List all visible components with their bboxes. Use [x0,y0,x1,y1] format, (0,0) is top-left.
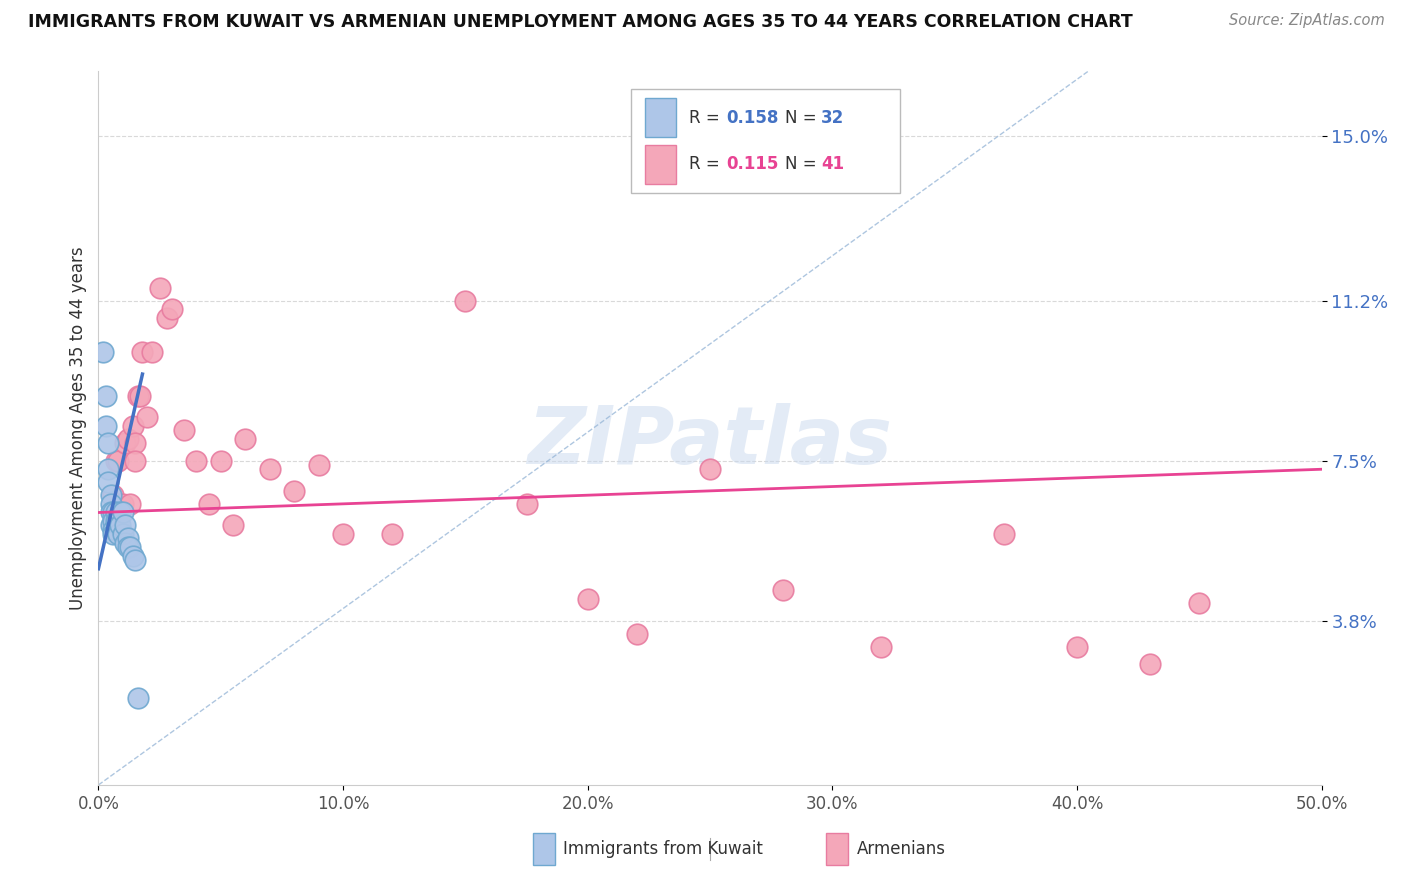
Point [160,302,183,317]
Point [121,419,143,434]
Point [186,453,208,467]
Text: N =: N = [785,155,821,173]
Point [117,540,139,554]
Point [124,436,146,450]
Point [129,389,152,403]
Text: ZIPatlas: ZIPatlas [527,403,893,482]
Point [233,432,256,446]
Point [308,458,330,472]
Point [101,514,124,528]
Point [576,592,599,607]
Point [111,497,134,511]
Point [332,527,354,541]
Point [100,497,122,511]
Point [259,462,281,476]
Point [222,518,245,533]
Point [94,419,117,434]
Point [107,518,129,533]
Text: Immigrants from Kuwait: Immigrants from Kuwait [564,840,763,858]
Point [1066,640,1088,654]
Point [107,453,129,467]
Point [101,506,124,520]
Point [101,488,124,502]
Point [127,691,149,706]
FancyBboxPatch shape [827,833,848,865]
Point [699,462,721,476]
Point [97,462,120,476]
Point [1188,596,1211,610]
Point [141,345,163,359]
Point [111,506,134,520]
Point [120,540,142,554]
Point [283,483,305,498]
Text: 0.158: 0.158 [725,109,779,127]
Point [107,509,129,524]
Point [101,523,124,537]
FancyBboxPatch shape [645,145,676,184]
FancyBboxPatch shape [630,89,900,193]
Point [156,310,179,325]
Text: R =: R = [689,155,725,173]
Point [381,527,404,541]
Point [110,518,132,533]
Point [100,518,122,533]
Point [772,583,794,598]
Text: 32: 32 [821,109,845,127]
FancyBboxPatch shape [533,833,555,865]
Point [209,453,232,467]
Point [101,527,124,541]
Point [110,497,132,511]
Text: N =: N = [785,109,821,127]
Point [104,514,127,528]
Point [114,436,136,450]
Text: 41: 41 [821,155,845,173]
Point [114,518,136,533]
Point [136,410,159,425]
Point [124,453,146,467]
Point [104,523,127,537]
Point [114,535,136,549]
Point [120,497,142,511]
Point [100,488,122,502]
Point [197,497,219,511]
Point [121,549,143,563]
Point [94,389,117,403]
Text: 0.115: 0.115 [725,155,779,173]
Point [127,389,149,403]
Point [454,293,477,308]
Point [870,640,893,654]
Point [111,527,134,541]
Point [97,436,120,450]
Point [100,506,122,520]
Point [173,423,195,437]
Point [149,280,172,294]
Point [97,475,120,490]
Point [626,626,648,640]
Point [117,432,139,446]
Text: R =: R = [689,109,725,127]
FancyBboxPatch shape [645,98,676,137]
Text: IMMIGRANTS FROM KUWAIT VS ARMENIAN UNEMPLOYMENT AMONG AGES 35 TO 44 YEARS CORREL: IMMIGRANTS FROM KUWAIT VS ARMENIAN UNEMP… [28,13,1133,31]
Point [124,553,146,567]
Point [131,345,153,359]
Y-axis label: Unemployment Among Ages 35 to 44 years: Unemployment Among Ages 35 to 44 years [69,246,87,610]
Point [104,506,127,520]
Point [993,527,1015,541]
Text: Source: ZipAtlas.com: Source: ZipAtlas.com [1229,13,1385,29]
Text: Armenians: Armenians [856,840,946,858]
Point [104,453,127,467]
Point [91,345,114,359]
Point [110,506,132,520]
Point [515,497,537,511]
Point [1139,657,1161,671]
Point [117,532,139,546]
Point [107,527,129,541]
